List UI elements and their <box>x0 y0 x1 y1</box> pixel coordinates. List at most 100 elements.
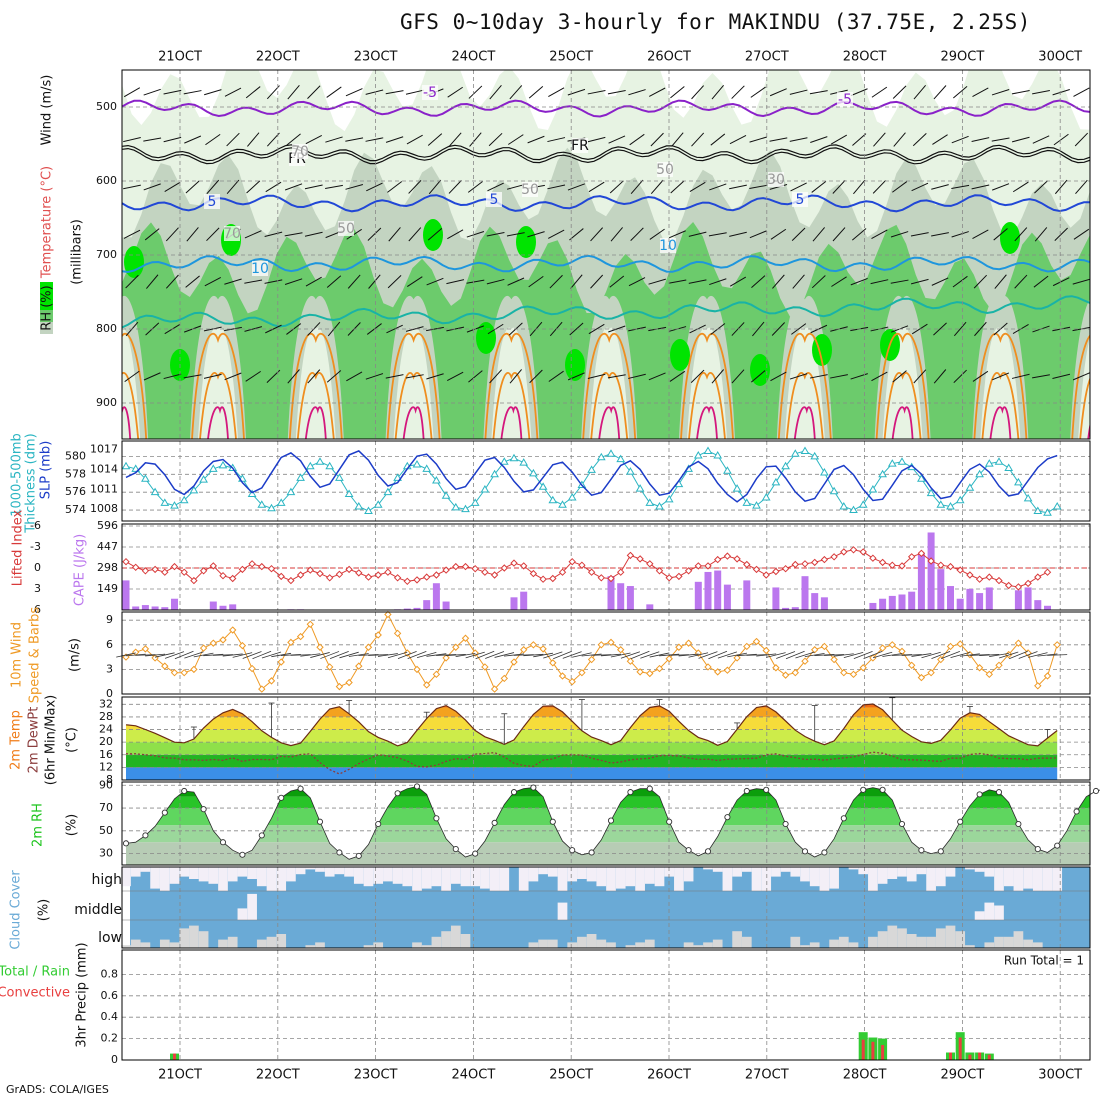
cloud-high-cell <box>392 867 403 884</box>
wind-barb <box>809 90 828 95</box>
cloud-high-cell <box>926 867 936 891</box>
lifted-index-point <box>539 575 547 583</box>
wind-speed-point <box>917 673 926 682</box>
wind-speed-point <box>704 663 712 671</box>
wind-barb <box>506 232 525 237</box>
wind-barb <box>326 86 342 98</box>
cloud-high-cell <box>625 867 636 887</box>
wind-barb <box>812 227 825 242</box>
wind-barb <box>245 370 261 382</box>
temp-contour--5 <box>122 99 1090 118</box>
cape-bar <box>917 553 925 610</box>
wind-barb <box>850 277 868 286</box>
wind-barb <box>405 326 424 332</box>
dewpoint-line <box>126 751 1058 775</box>
rh-point <box>879 786 886 793</box>
cloud-low-cell <box>887 925 898 948</box>
wind-speed-point <box>568 677 576 686</box>
wind-speed-point <box>801 657 809 665</box>
cloud-low-cell <box>945 925 956 948</box>
wind-barb <box>1072 372 1090 381</box>
wind-barb <box>789 373 808 380</box>
wind-barb <box>809 374 828 379</box>
rh-point <box>161 809 168 816</box>
lifted-index-point <box>927 557 935 565</box>
cloud-high-cell <box>722 867 733 891</box>
rh-plume-inner <box>1078 338 1090 439</box>
wind-speed-point <box>490 685 499 693</box>
wind-barb <box>814 654 835 656</box>
ylabel-cloud-cover: Cloud Cover <box>9 870 24 950</box>
thickness-point <box>994 457 1004 465</box>
wind-barb <box>749 230 767 239</box>
wind-barb <box>933 85 947 100</box>
wind-barb <box>671 132 684 147</box>
rh-tick-label: 50 <box>99 824 113 837</box>
lifted-index-point <box>413 576 421 584</box>
wind-barb <box>649 87 666 97</box>
wind-barb <box>590 227 604 242</box>
wind-barb <box>882 653 903 657</box>
lifted-index-point <box>946 562 955 571</box>
cloud-high-cell <box>480 867 490 889</box>
wind-barb <box>547 184 566 190</box>
thickness-tick-label: 576 <box>65 485 86 498</box>
wind-speed-point <box>762 646 770 655</box>
wind-barb <box>365 89 384 95</box>
thickness-point <box>606 449 616 457</box>
wind-barb <box>165 227 179 242</box>
cape-bar <box>1014 590 1022 610</box>
rh-blob <box>476 322 496 354</box>
time-tick-label-top: 26OCT <box>647 50 691 65</box>
wind-barb <box>144 228 160 241</box>
temp-contour-25 <box>590 372 629 439</box>
wind-barb <box>445 654 466 656</box>
wind-barb <box>931 650 951 660</box>
wind-barb <box>163 136 182 143</box>
wind-barb <box>729 135 747 145</box>
wind-speed-point <box>975 664 984 672</box>
wind-barb <box>931 184 949 190</box>
wind-barb <box>427 228 443 241</box>
wind-barb <box>648 278 666 285</box>
rh-point <box>607 817 615 824</box>
wind-barb <box>368 654 389 656</box>
cloud-high-cell <box>256 867 267 887</box>
wind-barb <box>911 182 929 192</box>
wind-barb <box>620 651 640 659</box>
cape-bar <box>617 583 625 610</box>
wind-barb <box>871 371 888 382</box>
wind-barb <box>729 184 747 190</box>
wind-speed-point <box>781 671 790 679</box>
wind-barb <box>952 275 968 288</box>
wind-barb <box>628 89 646 96</box>
temp-tick-label: 24 <box>99 723 113 736</box>
thickness-point <box>432 476 441 484</box>
thickness-point <box>208 464 218 472</box>
thickness-point <box>189 485 199 494</box>
ylabel-2m-dewpt: 2m DewPt <box>27 707 42 774</box>
wind-barb <box>1032 135 1050 144</box>
wind-barb <box>143 137 162 142</box>
wind-tick-label: 6 <box>106 638 113 651</box>
wind-barb <box>770 228 787 240</box>
wind-tick-label: 9 <box>106 613 113 626</box>
wind-barb <box>1074 132 1089 147</box>
cape-bar <box>432 583 440 610</box>
wind-speed-point <box>743 642 751 651</box>
wind-barb <box>1075 179 1088 195</box>
rh-point <box>898 820 906 828</box>
thickness-point <box>587 465 596 473</box>
lifted-index-point <box>626 551 635 560</box>
wind-barb <box>222 653 243 657</box>
lifted-index-point <box>228 574 237 583</box>
wind-barb <box>795 651 815 659</box>
wind-barb <box>811 275 826 289</box>
cloud-high-cell <box>286 867 296 882</box>
wind-barb <box>348 653 369 657</box>
cloud-high-cell <box>819 867 830 891</box>
cloud-low-cell <box>838 936 849 948</box>
lifted-index-point <box>810 558 819 567</box>
temp-contour-30 <box>989 406 1012 439</box>
wind-barb <box>1072 278 1090 285</box>
